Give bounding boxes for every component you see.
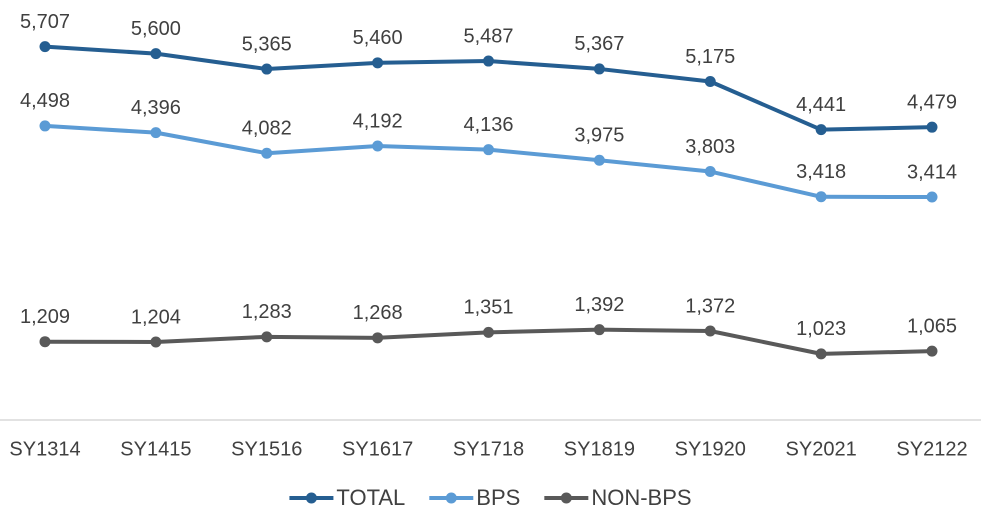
data-label: 5,460 <box>353 27 403 49</box>
legend-item: BPS <box>429 485 520 510</box>
data-point <box>39 336 51 348</box>
data-point <box>704 325 716 337</box>
data-point <box>150 127 162 139</box>
data-point <box>372 140 384 152</box>
data-label: 4,441 <box>796 94 846 116</box>
data-point <box>815 124 827 136</box>
legend-swatch-dot <box>305 492 317 504</box>
data-point <box>261 331 273 343</box>
data-label: 4,498 <box>20 90 70 112</box>
data-label: 5,707 <box>20 11 70 33</box>
data-label: 1,204 <box>131 306 181 328</box>
data-label: 1,283 <box>242 301 292 323</box>
data-point <box>593 324 605 336</box>
data-point <box>926 191 938 203</box>
data-label: 3,414 <box>907 161 957 183</box>
data-label: 3,803 <box>685 136 735 158</box>
data-point <box>261 147 273 159</box>
data-label: 4,082 <box>242 118 292 140</box>
legend-swatch-dot <box>445 492 457 504</box>
data-point <box>926 345 938 357</box>
data-point <box>483 144 494 156</box>
x-tick-label: SY1819 <box>564 438 635 460</box>
legend-label: BPS <box>476 485 520 510</box>
x-tick-label: SY1617 <box>342 438 413 460</box>
data-point <box>483 326 494 338</box>
data-point <box>372 57 384 69</box>
x-tick-label: SY1415 <box>120 438 191 460</box>
data-label: 3,418 <box>796 161 846 183</box>
data-label: 4,479 <box>907 91 957 113</box>
data-label: 1,351 <box>463 297 513 319</box>
data-point <box>593 154 605 166</box>
data-label: 1,268 <box>353 302 403 324</box>
data-point <box>704 76 716 88</box>
data-label: 5,600 <box>131 18 181 40</box>
legend-item: NON-BPS <box>544 485 692 510</box>
data-label: 3,975 <box>574 125 624 147</box>
data-point <box>150 48 162 60</box>
data-point <box>150 336 162 348</box>
x-tick-label: SY1314 <box>9 438 80 460</box>
data-point <box>926 121 938 133</box>
data-point <box>39 41 51 53</box>
data-label: 4,136 <box>463 114 513 136</box>
data-point <box>372 332 384 344</box>
data-label: 5,367 <box>574 33 624 55</box>
data-label: 1,209 <box>20 306 70 328</box>
legend-swatch-dot <box>560 492 572 504</box>
data-label: 5,175 <box>685 46 735 68</box>
data-label: 1,065 <box>907 315 957 337</box>
data-point <box>815 348 827 360</box>
data-point <box>593 63 605 75</box>
legend-label: NON-BPS <box>591 485 691 510</box>
data-label: 1,372 <box>685 295 735 317</box>
data-point <box>483 55 494 67</box>
x-tick-label: SY2122 <box>896 438 967 460</box>
legend: TOTAL BPS NON-BPS <box>289 485 692 510</box>
x-tick-label: SY1718 <box>453 438 524 460</box>
x-tick-label: SY2021 <box>786 438 857 460</box>
x-tick-label: SY1920 <box>675 438 746 460</box>
legend-item: TOTAL <box>289 485 405 510</box>
data-label: 1,392 <box>574 294 624 316</box>
data-point <box>261 63 273 75</box>
data-label: 4,396 <box>131 97 181 119</box>
data-point <box>39 120 51 132</box>
data-label: 1,023 <box>796 318 846 340</box>
legend-label: TOTAL <box>336 485 405 510</box>
data-label: 5,365 <box>242 33 292 55</box>
data-label: 5,487 <box>463 25 513 47</box>
data-label: 4,192 <box>353 110 403 132</box>
data-point <box>815 191 827 203</box>
data-point <box>704 166 716 178</box>
x-tick-label: SY1516 <box>231 438 302 460</box>
